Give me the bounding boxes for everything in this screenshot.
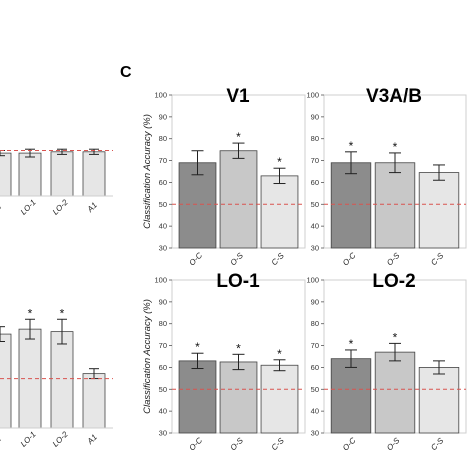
y-tick-label: 70	[159, 341, 167, 350]
y-tick-label: 90	[159, 297, 167, 306]
x-category-label: O-C	[341, 436, 358, 453]
x-category-label: C-S	[429, 436, 446, 453]
x-category-label: C-S	[270, 251, 287, 268]
y-tick-label: 100	[154, 91, 167, 100]
y-axis-label: Classification Accuracy (%)	[142, 114, 153, 229]
y-tick-label: 30	[159, 244, 167, 253]
fragment-star: *	[60, 306, 65, 320]
y-tick-label: 100	[154, 276, 167, 285]
y-tick-label: 90	[311, 112, 319, 121]
x-category-label: O-S	[385, 436, 402, 453]
bar-o-s	[374, 351, 416, 434]
left-fragment-bottom-chart: 1 * LO-1 * LO-2 A1	[0, 306, 113, 449]
y-tick-label: 70	[311, 341, 319, 350]
x-category-label: O-C	[341, 251, 358, 268]
x-category-label: O-C	[187, 436, 204, 453]
bar-c-s	[418, 172, 460, 249]
y-tick-label: 60	[311, 363, 319, 372]
bar-o-s	[219, 150, 258, 249]
fragment-category-label: A1	[85, 433, 99, 447]
x-category-label: O-S	[229, 251, 246, 268]
panel-letter: C	[120, 64, 132, 81]
significance-star: *	[236, 341, 241, 355]
y-tick-label: 40	[159, 222, 167, 231]
bar-o-c	[330, 162, 372, 249]
bar-c-s	[260, 175, 299, 249]
y-tick-label: 60	[159, 363, 167, 372]
y-tick-label: 50	[159, 385, 167, 394]
y-tick-label: 70	[159, 156, 167, 165]
y-tick-label: 70	[311, 156, 319, 165]
y-tick-label: 60	[159, 178, 167, 187]
fragment-bar	[82, 373, 106, 429]
fragment-category-label: LO-2	[51, 197, 70, 216]
fragment-category-label: LO-1	[19, 198, 38, 217]
fragment-bar	[50, 151, 74, 197]
y-tick-label: 60	[311, 178, 319, 187]
bar-c-s	[260, 364, 299, 434]
y-tick-label: 30	[311, 244, 319, 253]
significance-star: *	[393, 330, 398, 344]
chart-title: LO-2	[372, 271, 415, 292]
significance-star: *	[393, 140, 398, 154]
fragment-bar	[50, 331, 74, 429]
x-category-label: C-S	[270, 436, 287, 453]
y-tick-label: 100	[306, 276, 319, 285]
fragment-category-label: LO-2	[51, 429, 70, 448]
y-tick-label: 40	[159, 407, 167, 416]
y-tick-label: 30	[159, 429, 167, 438]
fragment-category-label: 3	[0, 202, 3, 212]
fragment-bar	[82, 151, 106, 197]
significance-star: *	[277, 155, 282, 169]
y-tick-label: 40	[311, 407, 319, 416]
fragment-bar	[0, 333, 12, 429]
fragment-category-label: A1	[85, 201, 99, 215]
chart-panel-lo-1: 30 40 50 60 70 80 90 100 LO-1 Classification Accu…	[142, 271, 306, 453]
y-tick-label: 80	[311, 134, 319, 143]
fragment-bar	[18, 152, 42, 197]
y-tick-label: 100	[306, 91, 319, 100]
y-tick-label: 50	[311, 200, 319, 209]
y-tick-label: 90	[311, 297, 319, 306]
y-tick-label: 50	[159, 200, 167, 209]
fragment-bar	[0, 152, 12, 197]
fragment-category-label: 1	[0, 434, 3, 444]
fragment-star: *	[28, 306, 33, 320]
x-category-label: C-S	[429, 251, 446, 268]
chart-title: V3A/B	[366, 86, 422, 107]
chart-panel-v3a-b: 30 40 50 60 70 80 90 100 V3A/B * O-C * O-S C-S	[306, 86, 467, 268]
fragment-category-label: LO-1	[19, 430, 38, 449]
left-fragment-top-chart: 3 LO-1 LO-2 A1	[0, 148, 113, 217]
y-tick-label: 90	[159, 112, 167, 121]
chart-panel-lo-2: 30 40 50 60 70 80 90 100 LO-2 * O-C * O-S C-S	[306, 271, 467, 453]
bar-o-c	[178, 162, 217, 249]
x-category-label: O-S	[385, 251, 402, 268]
significance-star: *	[349, 337, 354, 351]
y-axis-label: Classification Accuracy (%)	[142, 299, 153, 414]
y-tick-label: 30	[311, 429, 319, 438]
bar-o-c	[178, 360, 217, 434]
chart-title: V1	[226, 86, 250, 107]
chart-title: LO-1	[216, 271, 260, 292]
significance-star: *	[195, 340, 200, 354]
x-category-label: O-C	[187, 251, 204, 268]
significance-star: *	[349, 139, 354, 153]
significance-star: *	[236, 130, 241, 144]
chart-panel-v1: 30 40 50 60 70 80 90 100 V1 Classification Accura…	[142, 86, 306, 268]
y-tick-label: 50	[311, 385, 319, 394]
y-tick-label: 40	[311, 222, 319, 231]
y-tick-label: 80	[159, 319, 167, 328]
bar-o-s	[374, 162, 416, 249]
bar-o-c	[330, 358, 372, 434]
bar-c-s	[418, 367, 460, 434]
significance-star: *	[277, 347, 282, 361]
y-tick-label: 80	[311, 319, 319, 328]
y-tick-label: 80	[159, 134, 167, 143]
x-category-label: O-S	[229, 436, 246, 453]
bar-o-s	[219, 361, 258, 434]
panel-c-charts: 30 40 50 60 70 80 90 100 V1 Classification Accura…	[142, 86, 467, 453]
